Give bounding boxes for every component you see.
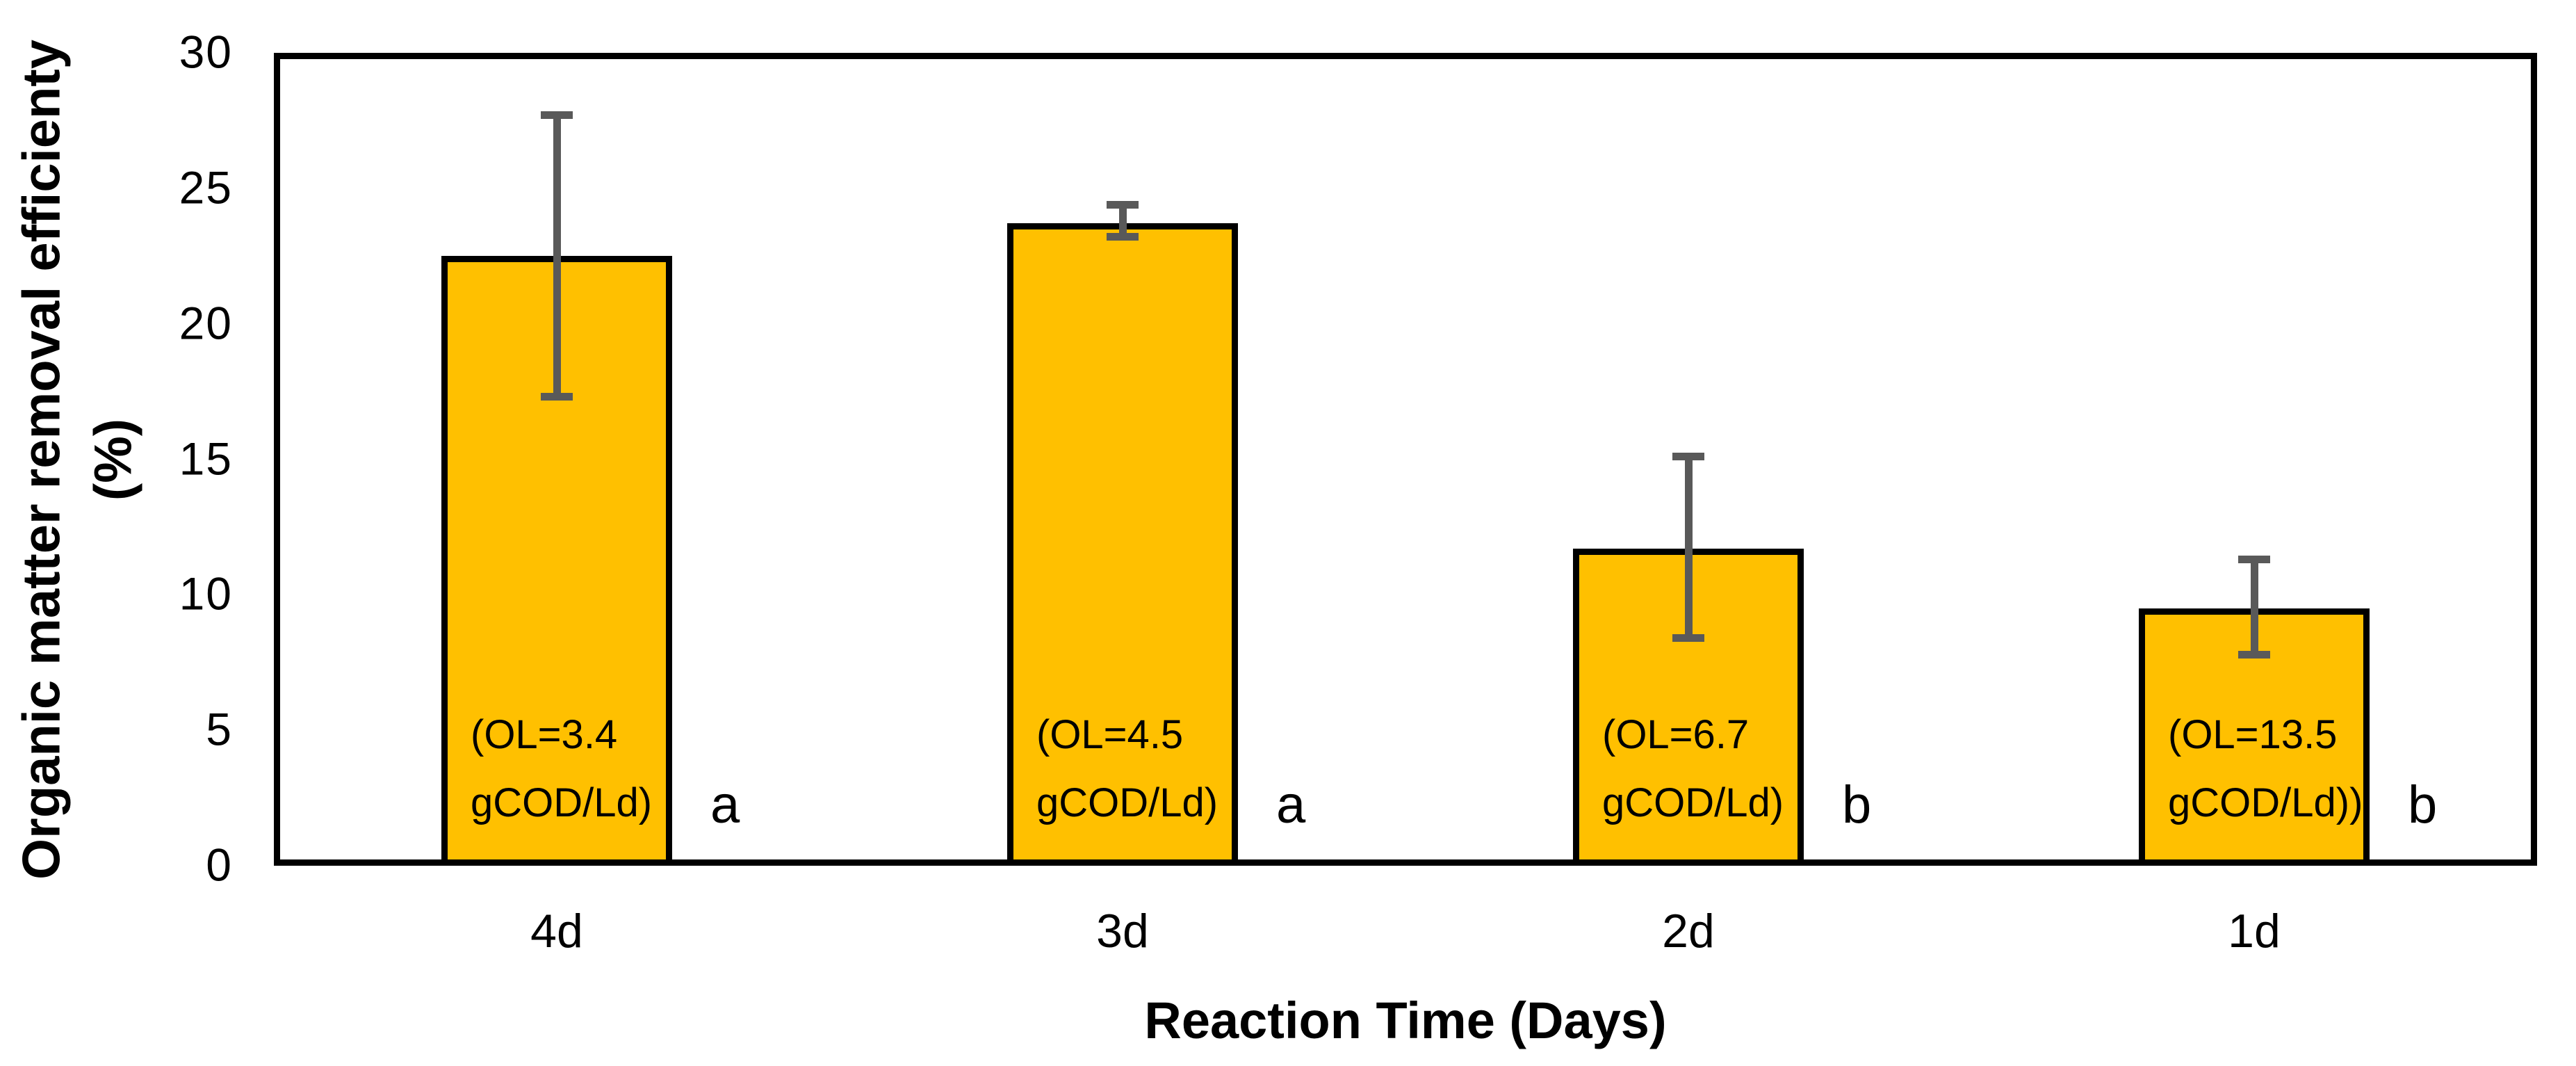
y-axis-tick-label: 30 bbox=[179, 26, 233, 78]
error-bar-cap bbox=[1107, 233, 1139, 241]
bar-annotation: (OL=4.5 gCOD/Ld) bbox=[1036, 712, 1218, 825]
x-category-label: 2d bbox=[1662, 905, 1715, 958]
x-axis-title: Reaction Time (Days) bbox=[1144, 992, 1667, 1049]
error-bar-cap bbox=[2238, 650, 2270, 659]
bar-annotation: (OL=6.7 gCOD/Ld) bbox=[1602, 712, 1784, 825]
bar bbox=[1573, 549, 1804, 866]
bar bbox=[2139, 608, 2370, 866]
y-axis-tick-label: 15 bbox=[179, 432, 233, 484]
error-bar-cap bbox=[1672, 634, 1704, 643]
error-bar bbox=[2250, 559, 2258, 655]
error-bar bbox=[553, 115, 561, 397]
error-bar-cap bbox=[1107, 200, 1139, 209]
error-bar-cap bbox=[2238, 556, 2270, 564]
significance-letter: a bbox=[1276, 775, 1306, 834]
y-axis-tick-label: 20 bbox=[179, 297, 233, 349]
y-axis-tick-label: 5 bbox=[206, 703, 233, 755]
error-bar bbox=[1118, 204, 1127, 237]
y-axis-tick-label: 25 bbox=[179, 161, 233, 213]
bar bbox=[1007, 223, 1238, 866]
significance-letter: b bbox=[1842, 775, 1872, 834]
bar-annotation: (OL=3.4 gCOD/Ld) bbox=[471, 712, 653, 825]
error-bar bbox=[1684, 456, 1693, 638]
error-bar-cap bbox=[541, 393, 573, 401]
error-bar-cap bbox=[1672, 453, 1704, 461]
y-axis-tick-label: 0 bbox=[206, 839, 233, 891]
bar-annotation: (OL=13.5 gCOD/Ld)) bbox=[2168, 712, 2363, 825]
x-category-label: 4d bbox=[530, 905, 583, 958]
error-bar-cap bbox=[541, 111, 573, 120]
significance-letter: a bbox=[710, 775, 740, 834]
y-axis-tick-label: 10 bbox=[179, 567, 233, 620]
significance-letter: b bbox=[2408, 775, 2438, 834]
x-category-label: 1d bbox=[2228, 905, 2281, 958]
x-category-label: 3d bbox=[1096, 905, 1149, 958]
